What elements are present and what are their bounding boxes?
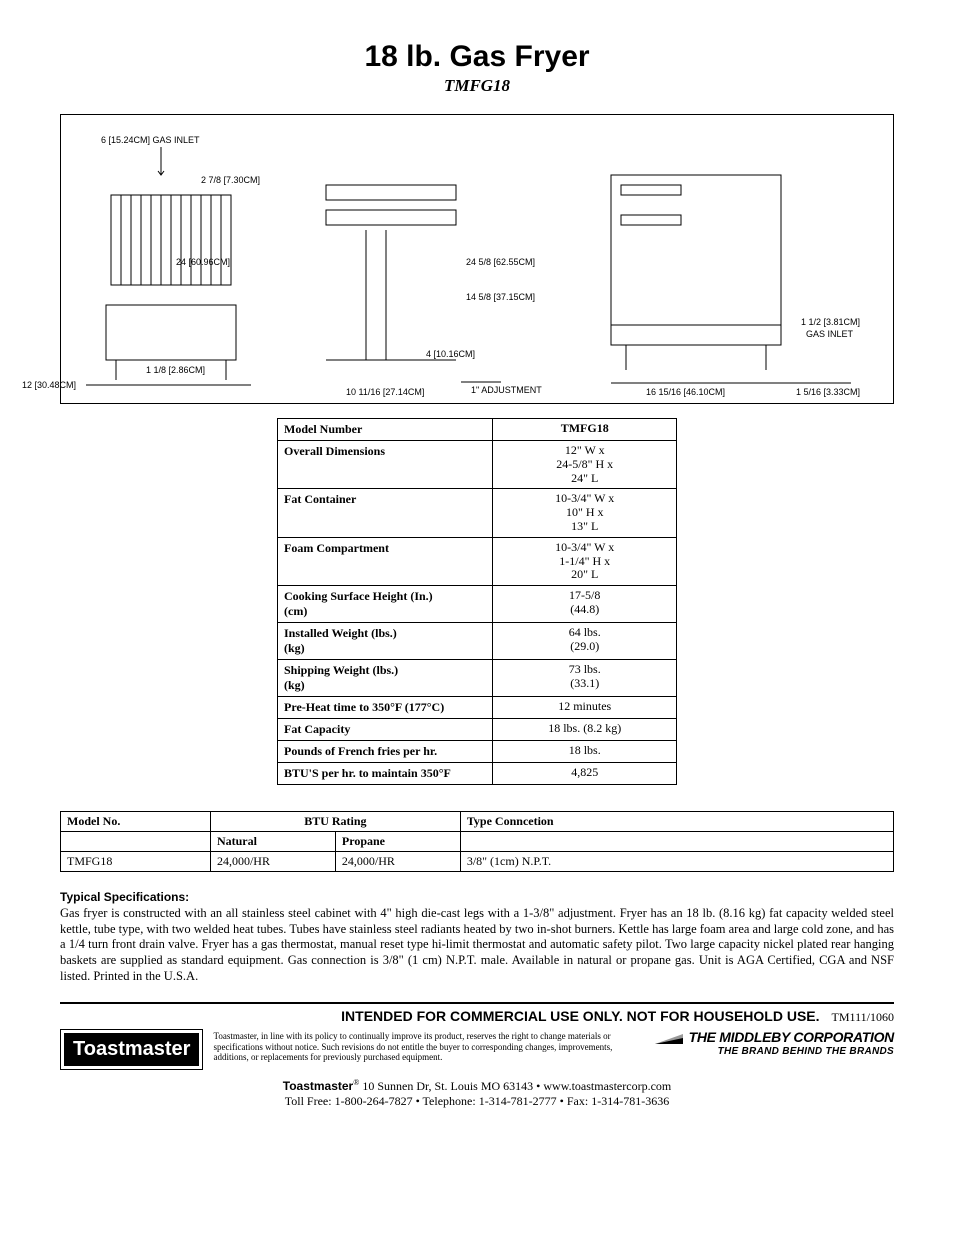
svg-text:24 [60.96CM]: 24 [60.96CM]: [176, 257, 230, 267]
table-row: BTU'S per hr. to maintain 350°F4,825: [278, 763, 677, 785]
spec-value: 73 lbs.(33.1): [493, 660, 677, 697]
svg-text:1 5/16 [3.33CM]: 1 5/16 [3.33CM]: [796, 387, 860, 397]
spec-label: Shipping Weight (lbs.)(kg): [278, 660, 493, 697]
svg-text:1 1/2 [3.81CM]: 1 1/2 [3.81CM]: [801, 317, 860, 327]
spec-label: Model Number: [278, 419, 493, 441]
spec-value: 12 minutes: [493, 697, 677, 719]
spec-value: 10-3/4" W x10" H x13" L: [493, 489, 677, 537]
btu-table: Model No. BTU Rating Type Conncetion Nat…: [60, 811, 894, 872]
spec-table: Model NumberTMFG18Overall Dimensions12" …: [277, 418, 677, 785]
svg-text:14 5/8 [37.15CM]: 14 5/8 [37.15CM]: [466, 292, 535, 302]
diagram-label: 6 [15.24CM] GAS INLET: [101, 135, 200, 145]
btu-cell-propane: 24,000/HR: [335, 852, 460, 872]
page-subtitle: TMFG18: [60, 76, 894, 96]
brand-logo: Toastmaster: [60, 1029, 203, 1070]
spec-label: Fat Container: [278, 489, 493, 537]
svg-text:4 [10.16CM]: 4 [10.16CM]: [426, 349, 475, 359]
spec-label: Cooking Surface Height (In.)(cm): [278, 586, 493, 623]
table-row: Pre-Heat time to 350°F (177°C)12 minutes: [278, 697, 677, 719]
svg-text:1" ADJUSTMENT: 1" ADJUSTMENT: [471, 385, 542, 395]
disclaimer-text: Toastmaster, in line with its policy to …: [213, 1029, 644, 1062]
table-row: Pounds of French fries per hr.18 lbs.: [278, 741, 677, 763]
table-row: Shipping Weight (lbs.)(kg)73 lbs.(33.1): [278, 660, 677, 697]
spec-label: BTU'S per hr. to maintain 350°F: [278, 763, 493, 785]
wedge-icon: [655, 1032, 685, 1046]
spec-value: 17-5/8(44.8): [493, 586, 677, 623]
document-number: TM111/1060: [832, 1010, 894, 1025]
btu-cell-natural: 24,000/HR: [210, 852, 335, 872]
table-row: Overall Dimensions12" W x24-5/8" H x24" …: [278, 441, 677, 489]
typical-body: Gas fryer is constructed with an all sta…: [60, 906, 894, 984]
btu-sub-natural: Natural: [210, 832, 335, 852]
svg-text:2 7/8 [7.30CM]: 2 7/8 [7.30CM]: [201, 175, 260, 185]
svg-text:12 [30.48CM]: 12 [30.48CM]: [22, 380, 76, 390]
svg-text:10 11/16 [27.14CM]: 10 11/16 [27.14CM]: [346, 387, 424, 397]
spec-label: Pre-Heat time to 350°F (177°C): [278, 697, 493, 719]
svg-text:16 15/16 [46.10CM]: 16 15/16 [46.10CM]: [646, 387, 725, 397]
spec-value: 18 lbs. (8.2 kg): [493, 719, 677, 741]
btu-header-conn: Type Conncetion: [460, 812, 893, 832]
btu-header-rating: BTU Rating: [210, 812, 460, 832]
spec-value: 64 lbs.(29.0): [493, 623, 677, 660]
spec-label: Overall Dimensions: [278, 441, 493, 489]
address-block: Toastmaster® 10 Sunnen Dr, St. Louis MO …: [60, 1078, 894, 1109]
table-row: Model NumberTMFG18: [278, 419, 677, 441]
btu-cell-conn: 3/8" (1cm) N.P.T.: [460, 852, 893, 872]
spec-label: Fat Capacity: [278, 719, 493, 741]
spec-value: TMFG18: [493, 419, 677, 441]
table-row: Fat Capacity18 lbs. (8.2 kg): [278, 719, 677, 741]
dimension-diagram: 6 [15.24CM] GAS INLET 2 7/8 [7.30CM] 24 …: [60, 114, 894, 404]
table-row: Foam Compartment10-3/4" W x1-1/4" H x20"…: [278, 537, 677, 585]
footer-rule: [60, 1002, 894, 1004]
svg-text:GAS INLET: GAS INLET: [806, 329, 854, 339]
typical-heading: Typical Specifications:: [60, 890, 894, 904]
btu-cell-model: TMFG18: [61, 852, 211, 872]
page-title: 18 lb. Gas Fryer: [60, 40, 894, 74]
commercial-warning: INTENDED FOR COMMERCIAL USE ONLY. NOT FO…: [341, 1008, 819, 1024]
table-row: Fat Container10-3/4" W x10" H x13" L: [278, 489, 677, 537]
svg-text:24 5/8 [62.55CM]: 24 5/8 [62.55CM]: [466, 257, 535, 267]
spec-label: Foam Compartment: [278, 537, 493, 585]
spec-value: 18 lbs.: [493, 741, 677, 763]
btu-header-model: Model No.: [61, 812, 211, 832]
table-row: Cooking Surface Height (In.)(cm)17-5/8(4…: [278, 586, 677, 623]
svg-text:1 1/8 [2.86CM]: 1 1/8 [2.86CM]: [146, 365, 205, 375]
spec-label: Installed Weight (lbs.)(kg): [278, 623, 493, 660]
spec-value: 4,825: [493, 763, 677, 785]
spec-label: Pounds of French fries per hr.: [278, 741, 493, 763]
btu-sub-propane: Propane: [335, 832, 460, 852]
spec-value: 10-3/4" W x1-1/4" H x20" L: [493, 537, 677, 585]
spec-value: 12" W x24-5/8" H x24" L: [493, 441, 677, 489]
corporation-block: THE MIDDLEBY CORPORATION THE BRAND BEHIN…: [654, 1029, 894, 1057]
table-row: Installed Weight (lbs.)(kg)64 lbs.(29.0): [278, 623, 677, 660]
